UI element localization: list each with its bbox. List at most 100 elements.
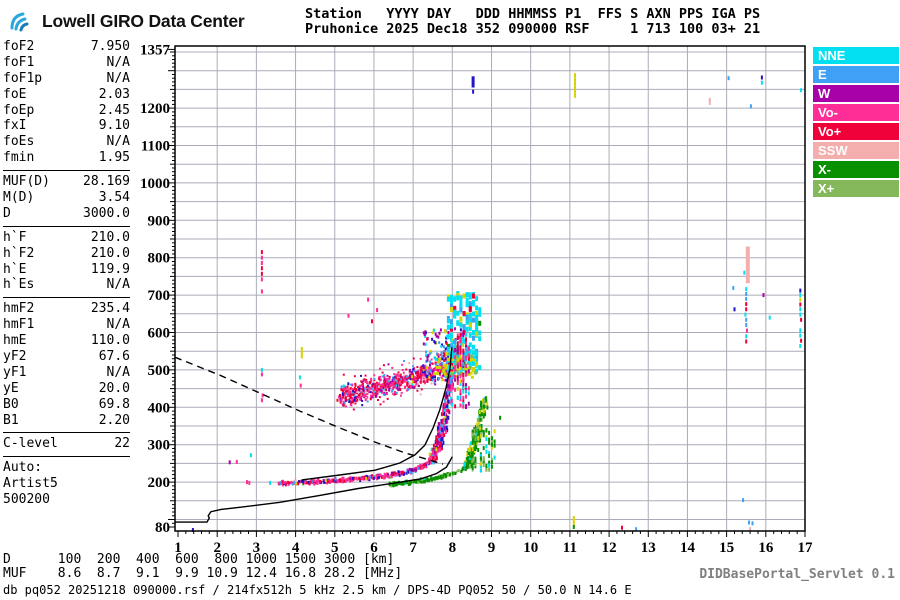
parameter-row: Auto: <box>3 460 130 476</box>
parameter-value: 3000.0 <box>83 205 130 221</box>
parameter-label: 500200 <box>3 492 50 508</box>
parameter-value: 9.10 <box>98 118 130 134</box>
parameter-label: B0 <box>3 396 19 412</box>
muf-transmission-curve <box>174 356 444 465</box>
record-info-line: db pq052 20251218 090000.rsf / 214fx512h… <box>3 583 632 597</box>
legend-item-nne: NNE <box>813 47 899 64</box>
svg-text:200: 200 <box>148 475 171 491</box>
parameter-value: N/A <box>106 70 130 86</box>
parameter-value: 69.8 <box>98 396 130 412</box>
parameter-value: 3.54 <box>98 190 130 206</box>
parameter-row: foEs N/A <box>3 134 130 150</box>
parameter-value: 67.6 <box>98 349 130 365</box>
parameter-row: M(D) 3.54 <box>3 190 130 206</box>
panel-separator <box>3 432 130 434</box>
panel-separator <box>3 225 130 227</box>
parameter-value: 2.20 <box>98 412 130 428</box>
parameter-row: Artist5 <box>3 476 130 492</box>
legend-item-w: W <box>813 85 899 102</box>
legend-item-x: X- <box>813 161 899 178</box>
station-header: Station YYYY DAY DDD HHMMSS P1 FFS S AXN… <box>305 7 760 37</box>
parameter-label: C-level <box>3 436 58 452</box>
parameter-row: B0 69.8 <box>3 397 130 413</box>
parameter-row: foF2 7.950 <box>3 39 130 55</box>
parameter-row: D 3000.0 <box>3 206 130 222</box>
svg-text:6: 6 <box>370 540 378 556</box>
parameter-label: yF1 <box>3 364 27 380</box>
parameter-row: hmE 110.0 <box>3 333 130 349</box>
svg-text:3: 3 <box>253 540 261 556</box>
parameter-label: fxI <box>3 118 27 134</box>
parameter-row: h`Es N/A <box>3 277 130 293</box>
parameter-row: fxI 9.10 <box>3 118 130 134</box>
axis-labels: 1 2 3 4 5 6 7 8 9 10 11 12 13 14 15 16 17802003004005006… <box>140 42 813 556</box>
parameter-value: N/A <box>106 364 130 380</box>
parameter-panel: foF2 7.950 foF1 N/A foF1p N/A foE 2.03 foEp 2.45 f… <box>3 39 130 508</box>
parameter-row: 500200 <box>3 492 130 508</box>
svg-text:1: 1 <box>174 540 182 556</box>
parameter-label: foEp <box>3 102 35 118</box>
parameter-row: C-level 22 <box>3 436 130 452</box>
svg-text:12: 12 <box>602 540 617 556</box>
svg-text:5: 5 <box>331 540 339 556</box>
parameter-row: foEp 2.45 <box>3 103 130 119</box>
svg-text:400: 400 <box>148 400 171 416</box>
parameter-label: M(D) <box>3 190 35 206</box>
plot-border <box>174 45 806 532</box>
svg-text:11: 11 <box>563 540 577 556</box>
parameter-label: foF1p <box>3 70 43 86</box>
parameter-row: hmF1 N/A <box>3 317 130 333</box>
svg-text:800: 800 <box>148 251 171 267</box>
panel-separator <box>3 170 130 172</box>
d-muf-table: D 100 200 400 600 800 1000 1500 3000 [km… <box>3 552 403 581</box>
parameter-label: yF2 <box>3 349 27 365</box>
parameter-label: Auto: <box>3 460 43 476</box>
parameter-value: 22 <box>114 436 130 452</box>
svg-text:80: 80 <box>155 520 170 536</box>
parameter-label: MUF(D) <box>3 174 50 190</box>
parameter-label: foF1 <box>3 54 35 70</box>
svg-text:7: 7 <box>409 540 417 556</box>
parameter-value: 119.9 <box>90 261 130 277</box>
station-header-line2: Pruhonice 2025 Dec18 352 090000 RSF 1 71… <box>305 21 761 37</box>
parameter-label: fmin <box>3 150 35 166</box>
parameter-value: 210.0 <box>90 245 130 261</box>
parameter-label: foF2 <box>3 39 35 54</box>
parameter-row: B1 2.20 <box>3 413 130 429</box>
svg-text:900: 900 <box>148 213 171 229</box>
parameter-value: 2.45 <box>98 102 130 118</box>
logo-text: Lowell GIRO Data Center <box>42 10 245 31</box>
svg-text:16: 16 <box>758 540 774 556</box>
direction-legend: NNE E W Vo- Vo+ SSW X- X+ <box>813 47 899 199</box>
svg-text:600: 600 <box>148 326 171 342</box>
parameter-label: foE <box>3 86 27 102</box>
svg-text:1357: 1357 <box>140 42 171 58</box>
parameter-label: h`E <box>3 261 27 277</box>
parameter-row: hmF2 235.4 <box>3 301 130 317</box>
svg-text:4: 4 <box>292 540 300 556</box>
giro-logo-icon <box>10 12 29 32</box>
svg-text:1200: 1200 <box>140 101 170 117</box>
parameter-value: N/A <box>106 317 130 333</box>
parameter-row: yE 20.0 <box>3 381 130 397</box>
parameter-value: 210.0 <box>90 229 130 245</box>
parameter-label: B1 <box>3 412 19 428</box>
svg-text:500: 500 <box>148 363 171 379</box>
parameter-row: foF1p N/A <box>3 71 130 87</box>
legend-item-e: E <box>813 66 899 83</box>
parameter-value: 2.03 <box>98 86 130 102</box>
svg-text:10: 10 <box>523 540 538 556</box>
parameter-value: N/A <box>106 134 130 150</box>
svg-text:8: 8 <box>449 540 457 556</box>
parameter-label: h`Es <box>3 277 35 293</box>
svg-text:1000: 1000 <box>140 176 170 192</box>
legend-item-vo: Vo- <box>813 104 899 121</box>
legend-item-vo: Vo+ <box>813 123 899 140</box>
parameter-value: N/A <box>106 54 130 70</box>
parameter-value: 235.4 <box>90 301 130 317</box>
echo-bars <box>471 76 750 284</box>
parameter-label: h`F <box>3 229 27 245</box>
parameter-row: MUF(D) 28.169 <box>3 174 130 190</box>
parameter-value: 20.0 <box>98 380 130 396</box>
